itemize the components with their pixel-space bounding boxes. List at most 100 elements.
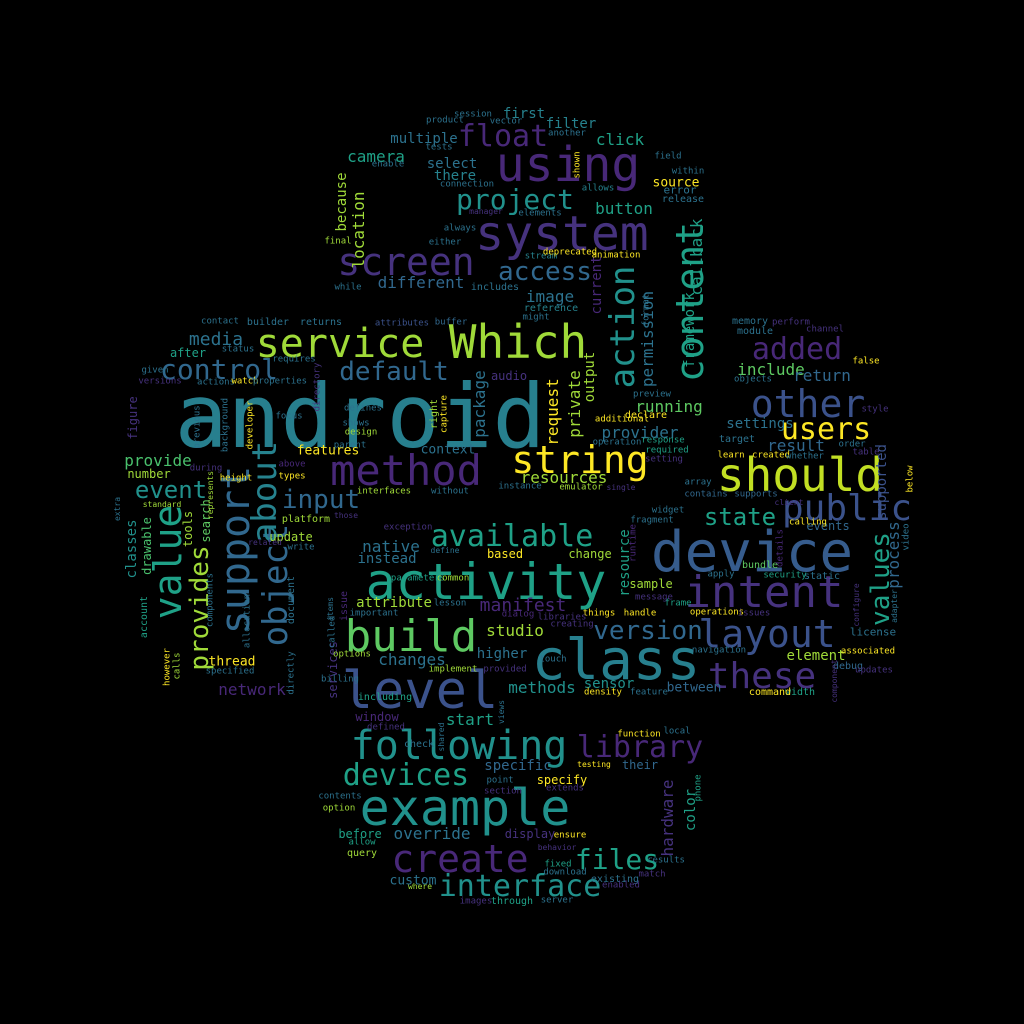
word-above: above — [278, 459, 306, 470]
word-debug: debug — [832, 661, 864, 672]
word-level: level — [341, 661, 499, 721]
word-properties: properties — [252, 376, 308, 387]
word-watch: watch — [231, 376, 259, 387]
word-error: error — [663, 183, 697, 197]
word-where: where — [407, 882, 433, 891]
word-while: while — [334, 282, 362, 293]
word-issue: issue — [339, 590, 350, 622]
word-package: package — [470, 370, 489, 438]
word-number: number — [127, 467, 171, 481]
word-operations: operations — [689, 607, 745, 618]
word-calls: calls — [172, 652, 183, 680]
word-system: system — [475, 206, 649, 262]
word-function: function — [617, 729, 661, 740]
word-query: query — [346, 848, 378, 859]
word-document: document — [286, 575, 297, 625]
word-additional: additional — [594, 414, 650, 425]
word-items: items — [326, 596, 335, 622]
word-command: command — [748, 687, 792, 698]
word-native: native — [362, 537, 420, 556]
word-update: update — [269, 530, 313, 544]
word-below: below — [905, 465, 916, 493]
word-setting: setting — [645, 454, 683, 465]
word-final: final — [324, 236, 352, 247]
word-layout: layout — [698, 612, 836, 656]
word-images: images — [459, 896, 493, 907]
word-extends: extends — [546, 783, 584, 794]
word-other: other — [750, 382, 866, 426]
word-ensure: ensure — [553, 830, 587, 841]
word-including: including — [357, 692, 413, 703]
word-events: events — [806, 519, 850, 533]
word-multiple: multiple — [390, 131, 458, 147]
word-instance: instance — [498, 481, 542, 492]
word-device: device — [650, 520, 854, 585]
word-running: running — [635, 397, 703, 416]
word-client: client — [774, 498, 804, 507]
word-message: message — [635, 592, 673, 603]
word-interface: interface — [438, 869, 602, 904]
word-another: another — [548, 128, 586, 139]
word-allocation: allocation — [242, 593, 253, 649]
word-elements: elements — [518, 208, 562, 219]
word-action: action — [603, 265, 643, 389]
word-table: table — [852, 447, 880, 458]
word-network: network — [218, 680, 286, 699]
word-right: right — [429, 398, 440, 430]
word-either: either — [428, 237, 462, 248]
word-defined: defined — [367, 722, 405, 733]
word-array: array — [684, 477, 712, 488]
word-requires: requires — [272, 354, 316, 365]
word-enabled: enabled — [602, 880, 640, 891]
word-added: added — [751, 332, 843, 367]
word-details: details — [775, 529, 786, 567]
word-select: select — [426, 156, 478, 172]
word-shows: shows — [342, 418, 370, 429]
word-service: service — [255, 321, 425, 367]
word-before: before — [338, 827, 382, 841]
word-android: android — [174, 365, 546, 468]
word-devices: devices — [342, 758, 470, 793]
word-method: method — [330, 446, 482, 495]
word-vector: vector — [489, 116, 523, 127]
word-classes: classes — [124, 519, 140, 579]
word-issues: issues — [737, 608, 771, 619]
word-should: should — [716, 448, 884, 502]
word-string: string — [511, 438, 649, 482]
word-important: important — [349, 608, 399, 619]
word-release: release — [661, 194, 705, 205]
word-width: width — [784, 687, 816, 698]
word-buffer: buffer — [434, 317, 468, 328]
word-stream: stream — [524, 251, 558, 262]
word-fixed: fixed — [544, 859, 572, 870]
word-height: height — [219, 473, 253, 484]
word-types: types — [278, 471, 306, 482]
word-module: module — [736, 326, 774, 337]
word-animation: animation — [591, 250, 641, 261]
word-library: library — [576, 730, 704, 765]
word-public: public — [781, 488, 913, 529]
word-format: format — [641, 293, 652, 327]
word-contact: contact — [201, 316, 239, 327]
word-contains: contains — [684, 489, 728, 500]
word-feature: feature — [630, 687, 668, 698]
word-click: click — [595, 130, 645, 149]
word-directly: directly — [286, 651, 297, 695]
word-after: after — [169, 346, 207, 360]
word-components: components — [205, 572, 216, 628]
word-platform: platform — [281, 514, 331, 525]
word-thread: thread — [208, 654, 256, 670]
word-widget: widget — [651, 505, 685, 516]
word-lesson: lesson — [433, 598, 467, 609]
word-define: define — [430, 546, 460, 555]
word-their: their — [621, 758, 659, 772]
word-reference: reference — [523, 303, 579, 314]
word-audio: audio — [490, 369, 528, 383]
word-build: build — [344, 611, 478, 662]
word-video: video — [901, 523, 912, 551]
word-changes: changes — [378, 650, 446, 669]
word-screen: screen — [337, 240, 475, 284]
word-standard: standard — [142, 500, 182, 509]
word-implement: implement — [428, 664, 478, 675]
